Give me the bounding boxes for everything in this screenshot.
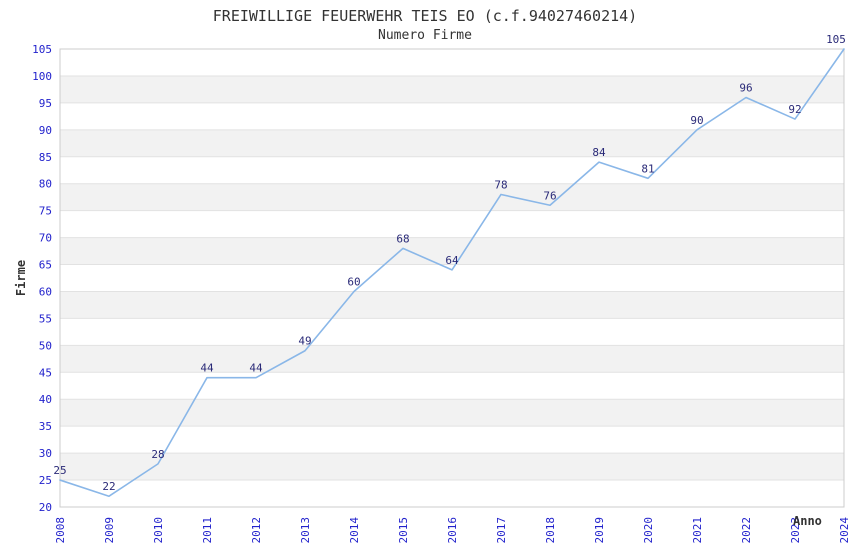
data-point-label: 96 (739, 81, 752, 94)
x-tick-label: 2018 (544, 517, 557, 544)
data-point-label: 92 (788, 103, 801, 116)
grid-band (60, 399, 844, 427)
chart-subtitle: Numero Firme (378, 28, 472, 43)
y-tick-label: 75 (39, 205, 52, 218)
y-tick-label: 20 (39, 501, 52, 514)
grid-band (60, 183, 844, 211)
data-point-label: 49 (298, 335, 311, 348)
y-tick-label: 45 (39, 366, 52, 379)
data-point-label: 28 (151, 448, 164, 461)
y-tick-label: 50 (39, 339, 52, 352)
y-tick-label: 25 (39, 474, 52, 487)
x-tick-label: 2010 (152, 517, 165, 544)
data-point-label: 22 (102, 480, 115, 493)
x-tick-label: 2008 (54, 517, 67, 544)
x-tick-label: 2009 (103, 517, 116, 544)
y-tick-label: 65 (39, 259, 52, 272)
y-tick-label: 35 (39, 420, 52, 433)
data-point-label: 84 (592, 146, 606, 159)
x-tick-label: 2015 (397, 517, 410, 544)
grid-band (60, 75, 844, 103)
x-tick-label: 2017 (495, 517, 508, 544)
y-tick-label: 80 (39, 178, 52, 191)
data-point-label: 44 (200, 362, 214, 375)
x-tick-label: 2019 (593, 517, 606, 544)
y-tick-label: 105 (32, 43, 52, 56)
y-tick-label: 90 (39, 124, 52, 137)
data-point-label: 25 (53, 464, 66, 477)
x-tick-label: 2024 (838, 517, 850, 544)
x-tick-label: 2020 (642, 517, 655, 544)
data-point-label: 90 (690, 114, 703, 127)
data-point-label: 68 (396, 232, 409, 245)
x-tick-label: 2014 (348, 517, 361, 544)
grid-band (60, 453, 844, 481)
x-tick-label: 2013 (299, 517, 312, 544)
x-tick-label: 2023 (789, 517, 802, 544)
y-tick-label: 85 (39, 151, 52, 164)
y-tick-label: 60 (39, 285, 52, 298)
y-tick-label: 55 (39, 312, 52, 325)
data-point-label: 81 (641, 162, 654, 175)
grid-band (60, 345, 844, 373)
y-axis-label: Firme (14, 259, 28, 297)
y-tick-label: 30 (39, 447, 52, 460)
x-tick-label: 2011 (201, 517, 214, 544)
data-point-label: 44 (249, 362, 263, 375)
grid-band (60, 237, 844, 265)
plot-border (59, 48, 845, 508)
data-point-label: 76 (543, 189, 556, 202)
grid-band (60, 129, 844, 157)
x-axis-label: Anno (793, 514, 822, 528)
data-point-label: 105 (826, 33, 846, 46)
y-tick-label: 95 (39, 97, 52, 110)
grid-band (60, 291, 844, 319)
x-tick-label: 2012 (250, 517, 263, 544)
data-point-label: 60 (347, 275, 360, 288)
x-tick-label: 2021 (691, 517, 704, 544)
y-tick-label: 100 (32, 70, 52, 83)
data-point-label: 64 (445, 254, 459, 267)
chart-title: FREIWILLIGE FEUERWEHR TEIS EO (c.f.94027… (212, 7, 638, 25)
x-tick-label: 2016 (446, 517, 459, 544)
y-tick-label: 70 (39, 232, 52, 245)
x-tick-label: 2022 (740, 517, 753, 544)
y-tick-label: 40 (39, 393, 52, 406)
data-point-label: 78 (494, 178, 507, 191)
series-line (59, 48, 845, 498)
